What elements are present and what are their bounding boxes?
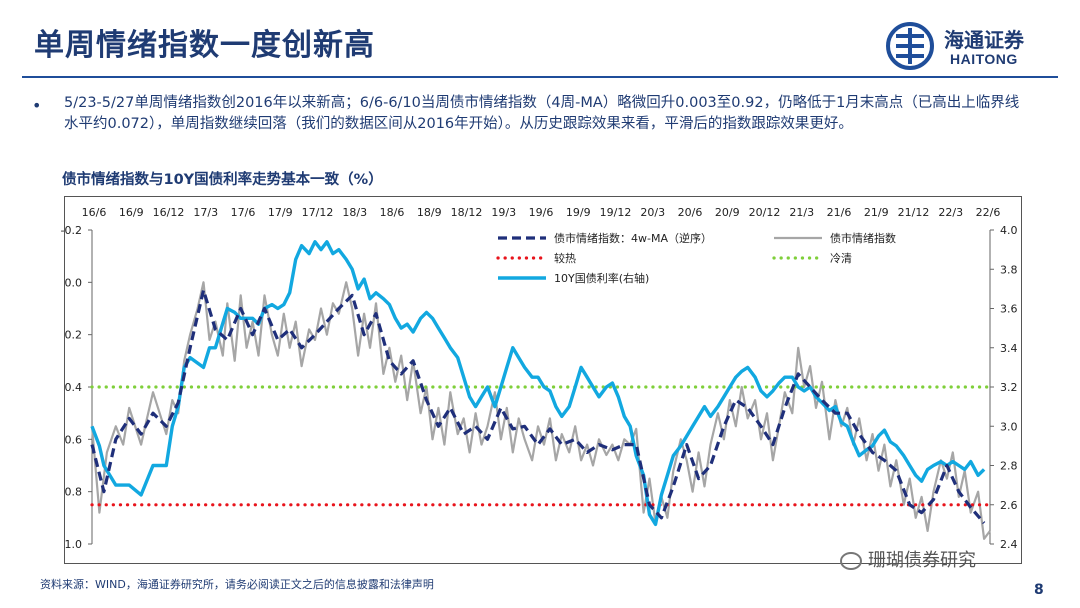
y-left-tick-label: 1.0 [65,538,83,551]
series-yield-line [90,240,986,527]
logo-english-name: HAITONG [950,51,1018,67]
x-tick-label: 16/12 [153,206,185,219]
y-right-tick-label: 4.0 [1000,224,1018,237]
wechat-icon [840,552,862,570]
watermark-text: 珊瑚债券研究 [868,550,976,571]
x-tick-label: 20/6 [678,206,703,219]
x-tick-label: 19/6 [529,206,554,219]
y-right-tick-label: 3.2 [1000,381,1018,394]
x-tick-label: 21/3 [789,206,814,219]
x-tick-label: 17/12 [302,206,334,219]
series-weekly-line [90,281,991,540]
x-tick-label: 19/9 [566,206,591,219]
chart-title: 债市情绪指数与10Y国债利率走势基本一致（%） [62,172,383,188]
y-right-tick-label: 3.6 [1000,303,1018,316]
chart-frame [64,196,1022,564]
x-tick-label: 22/6 [976,206,1001,219]
y-right-tick-label: 2.8 [1000,460,1018,473]
x-tick-label: 22/3 [938,206,963,219]
y-right-tick-label: 3.4 [1000,342,1018,355]
slide-title: 单周情绪指数一度创新高 [34,28,375,63]
title-divider [22,76,1058,78]
x-tick-label: 19/12 [600,206,632,219]
x-tick-label: 17/9 [268,206,293,219]
page-number: 8 [1034,582,1044,598]
x-tick-label: 16/9 [119,206,144,219]
x-tick-label: 20/3 [640,206,665,219]
y-left-tick-label: -0.2 [61,224,82,237]
haitong-logo: 海通证券 HAITONG [886,22,1046,72]
x-tick-label: 21/6 [827,206,852,219]
x-tick-label: 18/12 [451,206,483,219]
x-tick-label: 18/3 [342,206,367,219]
x-tick-label: 20/12 [749,206,781,219]
legend-label-ma: 债市情绪指数：4w-MA（逆序） [554,231,712,245]
y-left-tick-label: 0.2 [65,329,83,342]
x-tick-label: 20/9 [715,206,740,219]
y-right-tick-label: 2.6 [1000,499,1018,512]
y-left-tick-label: 0.0 [65,276,83,289]
x-tick-label: 21/12 [898,206,930,219]
x-tick-label: 17/6 [231,206,256,219]
legend-label-weekly: 债市情绪指数 [830,231,896,245]
series-ma-line [90,288,986,525]
bullet-text: 5/23-5/27单周情绪指数创2016年以来新高；6/6-6/10当周债市情绪… [64,95,1020,132]
x-tick-label: 18/6 [380,206,405,219]
logo-emblem-icon [886,22,934,70]
y-right-tick-label: 3.8 [1000,263,1018,276]
wechat-watermark: 珊瑚债券研究 [840,546,976,572]
y-right-tick-label: 3.0 [1000,420,1018,433]
bullet-marker: • [32,96,42,115]
source-note: 资料来源：WIND，海通证券研究所，请务必阅读正文之后的信息披露和法律声明 [40,578,434,591]
logo-chinese-name: 海通证券 [944,28,1024,52]
x-tick-label: 17/3 [193,206,218,219]
x-tick-label: 16/6 [82,206,107,219]
x-tick-label: 21/9 [864,206,889,219]
legend-label-yield: 10Y国债利率(右轴) [554,271,649,285]
x-tick-label: 18/9 [417,206,442,219]
y-left-tick-label: 0.8 [65,486,83,499]
y-right-tick-label: 2.4 [1000,538,1018,551]
legend-label-hot: 较热 [554,251,576,265]
y-left-tick-label: 0.6 [65,433,83,446]
y-left-tick-label: 0.4 [65,381,83,394]
legend-label-cold: 冷清 [830,252,852,265]
x-tick-label: 19/3 [491,206,516,219]
